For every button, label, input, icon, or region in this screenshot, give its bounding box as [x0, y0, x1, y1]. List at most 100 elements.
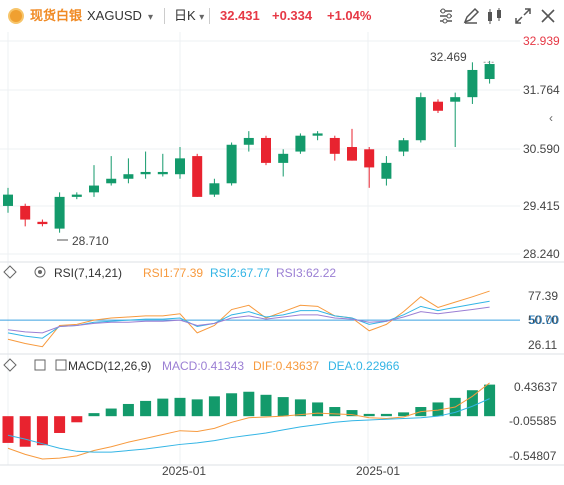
- candle-body: [71, 194, 82, 197]
- draw-tool-icon[interactable]: [461, 6, 481, 26]
- macd-bar: [208, 396, 220, 417]
- candle-body: [433, 101, 443, 111]
- rsi-tick: 50.70: [528, 313, 558, 327]
- price-tick: 30.590: [523, 142, 560, 156]
- rsi-line-rsi2: [7, 300, 490, 339]
- symbol-dropdown-icon[interactable]: ▾: [148, 12, 154, 23]
- price-axis: 32.939 31.764 30.590 29.415 28.240: [523, 34, 560, 261]
- macd-bar: [140, 400, 152, 417]
- macd-bar: [174, 397, 186, 417]
- symbol-code[interactable]: XAGUSD: [87, 8, 142, 23]
- price-tick: 29.415: [523, 199, 560, 213]
- macd-title: MACD(12,26,9): [68, 359, 151, 373]
- candle-body: [312, 133, 323, 136]
- fullscreen-icon[interactable]: [513, 6, 533, 26]
- candle-body: [347, 147, 357, 161]
- rsi-series: [0, 290, 520, 348]
- candle-body: [157, 171, 168, 175]
- settings-gear-center: [38, 270, 42, 274]
- date-tick: 2025-01: [162, 464, 206, 478]
- rsi3-value: RSI3:62.22: [276, 266, 336, 280]
- candle-body: [192, 156, 203, 197]
- macd-bar: [157, 398, 169, 417]
- macd-bar: [243, 391, 255, 417]
- candlestick-series: [3, 60, 496, 233]
- price-tick: 32.939: [523, 34, 560, 48]
- macd-header: MACD(12,26,9) MACD:0.41343 DIF:0.43637 D…: [3, 358, 400, 373]
- candle-body: [381, 162, 392, 179]
- macd-tick: 0.43637: [514, 380, 558, 394]
- rsi-title: RSI(7,14,21): [54, 266, 122, 280]
- scroll-left-arrow[interactable]: ‹: [549, 111, 553, 125]
- candle-body: [226, 144, 237, 184]
- dif-value: DIF:0.43637: [253, 359, 319, 373]
- macd-bar: [260, 394, 272, 417]
- rsi2-value: RSI2:67.77: [210, 266, 270, 280]
- high-price-marker: 32.469: [430, 50, 467, 64]
- rsi-tick: 26.11: [528, 338, 557, 352]
- period-selector[interactable]: 日K ▾: [174, 7, 204, 27]
- macd-bar: [312, 402, 324, 417]
- macd-bar: [191, 399, 203, 417]
- candle-body: [364, 149, 375, 168]
- macd-bar: [277, 397, 289, 417]
- candle-body: [209, 183, 220, 195]
- date-tick: 2025-01: [356, 464, 400, 478]
- macd-bar: [398, 412, 410, 417]
- price-tick: 28.240: [523, 247, 560, 261]
- macd-bar: [432, 402, 444, 417]
- macd-axis: 0.43637 -0.05585 -0.54807: [509, 380, 558, 463]
- settings-box-icon[interactable]: [34, 359, 46, 371]
- candle-body: [467, 69, 478, 98]
- macd-bar: [226, 393, 238, 417]
- macd-line-dif: [7, 382, 490, 460]
- macd-bar: [105, 408, 117, 417]
- close-icon[interactable]: [538, 6, 558, 26]
- toolbar-divider: [164, 8, 165, 24]
- collapse-icon[interactable]: [3, 358, 17, 372]
- candle-body: [295, 135, 306, 152]
- candle-body: [3, 194, 13, 206]
- macd-histogram: [2, 384, 496, 447]
- macd-tick: -0.54807: [509, 449, 557, 463]
- rsi1-value: RSI1:77.39: [143, 266, 203, 280]
- price-change-percent: +1.04%: [327, 8, 372, 23]
- candle-body: [450, 97, 461, 102]
- macd-bar: [19, 416, 31, 447]
- symbol-name[interactable]: 现货白银: [30, 8, 83, 23]
- macd-lines: [7, 382, 490, 460]
- macd-bar: [380, 413, 392, 417]
- candle-body: [20, 205, 31, 220]
- macd-line-dea: [7, 398, 490, 453]
- price-tick: 31.764: [523, 83, 560, 97]
- dea-value: DEA:0.22966: [328, 359, 400, 373]
- collapse-icon[interactable]: [3, 265, 17, 279]
- macd-bar: [54, 416, 66, 433]
- period-dropdown-icon: ▾: [199, 12, 205, 23]
- candle-body: [140, 171, 151, 175]
- candle-body: [415, 97, 426, 141]
- candle-body: [54, 196, 65, 229]
- expand-icon[interactable]: [55, 359, 67, 371]
- candle-body: [89, 185, 99, 193]
- compare-icon[interactable]: [485, 6, 505, 26]
- candle-body: [175, 158, 185, 175]
- rsi-tick: 77.39: [528, 289, 558, 303]
- last-price: 32.431: [220, 8, 260, 23]
- candle-body: [278, 153, 289, 163]
- candle-body: [37, 221, 48, 225]
- settings-gear-icon[interactable]: [34, 266, 46, 278]
- candle-body: [243, 137, 254, 145]
- macd-bar: [122, 403, 134, 417]
- rsi-tick: 50.00: [529, 313, 559, 327]
- macd-bar: [2, 416, 14, 443]
- macd-bar: [294, 399, 306, 417]
- indicator-settings-icon[interactable]: [436, 6, 456, 26]
- macd-bar: [484, 384, 496, 417]
- macd-value: MACD:0.41343: [162, 359, 244, 373]
- macd-bar: [466, 390, 478, 417]
- grid-lines: [0, 32, 564, 466]
- candle-body: [261, 137, 271, 163]
- price-change: +0.334: [272, 8, 313, 23]
